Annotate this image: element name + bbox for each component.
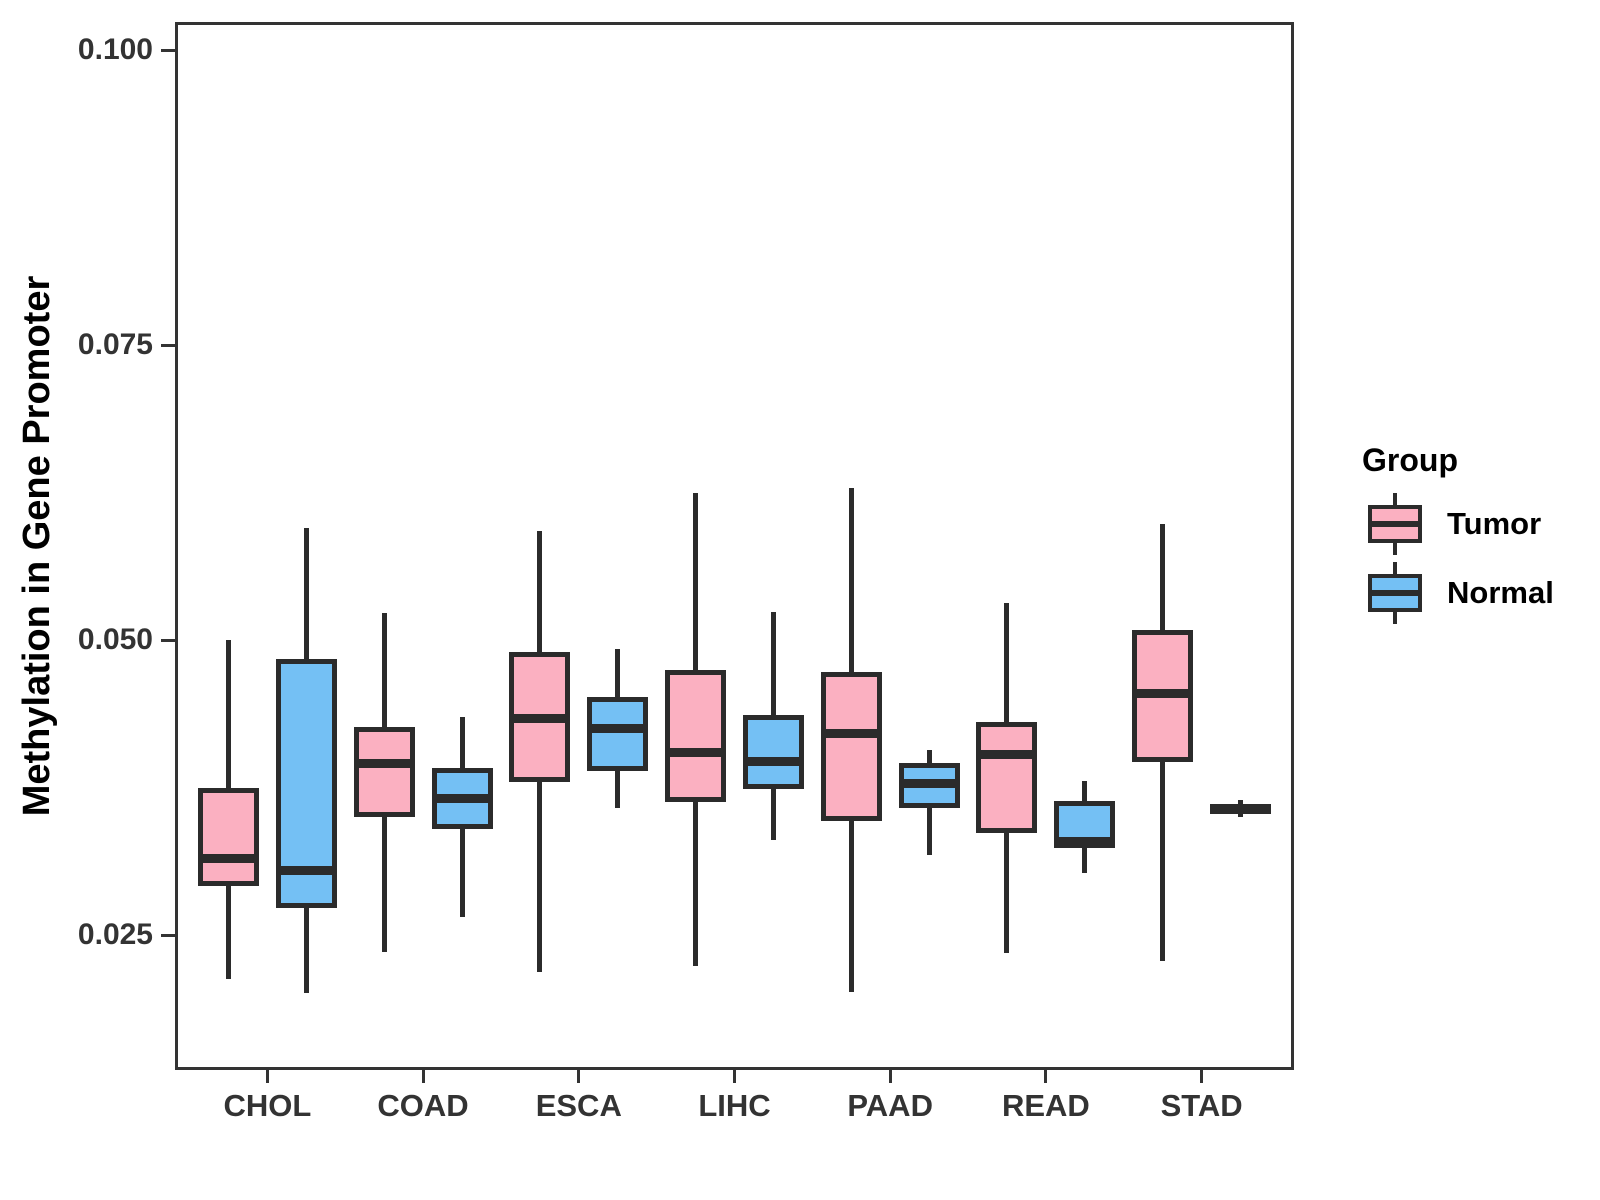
legend-key-whisker <box>1393 493 1397 507</box>
x-tick-mark <box>888 1070 892 1083</box>
median-esca-tumor <box>513 713 567 723</box>
y-tick-mark <box>161 638 175 642</box>
y-tick-label: 0.025 <box>77 918 153 952</box>
legend-key-whisker <box>1393 562 1397 576</box>
x-tick-mark <box>1044 1070 1048 1083</box>
legend-title: Group <box>1362 442 1458 478</box>
legend-entries: Tumor Normal <box>1362 493 1600 624</box>
median-lihc-normal <box>747 757 800 767</box>
legend-item-tumor: Tumor <box>1362 493 1600 555</box>
median-coad-normal <box>435 794 489 804</box>
x-tick-mark <box>1200 1070 1204 1083</box>
box-paad-tumor <box>820 672 882 821</box>
median-coad-tumor <box>357 758 411 768</box>
legend-key-whisker <box>1393 541 1397 555</box>
median-esca-normal <box>591 724 645 734</box>
x-tick-mark <box>733 1070 736 1083</box>
legend-key-median <box>1372 521 1418 527</box>
median-chol-normal <box>279 866 333 876</box>
x-tick-label-paad: PAAD <box>847 1088 933 1123</box>
box-chol-tumor <box>197 787 259 886</box>
y-tick-mark <box>161 933 175 937</box>
median-lihc-tumor <box>669 748 722 758</box>
x-tick-label-esca: ESCA <box>535 1088 622 1123</box>
box-lihc-tumor <box>665 669 726 803</box>
legend-key-whisker <box>1393 610 1397 624</box>
legend: Group Tumor Normal <box>1362 440 1600 640</box>
x-tick-mark <box>265 1070 269 1083</box>
y-tick-label: 0.100 <box>77 33 153 67</box>
y-tick-label: 0.050 <box>77 623 153 657</box>
median-read-tumor <box>980 750 1034 760</box>
x-tick-label-chol: CHOL <box>223 1088 312 1123</box>
median-paad-normal <box>902 778 956 788</box>
legend-item-normal: Normal <box>1362 562 1600 624</box>
y-tick-mark <box>161 343 175 347</box>
median-stad-tumor <box>1136 689 1190 699</box>
x-tick-label-coad: COAD <box>377 1088 469 1123</box>
x-tick-label-read: READ <box>1001 1088 1090 1123</box>
y-tick-label: 0.075 <box>77 328 153 362</box>
legend-key-median <box>1372 590 1418 596</box>
x-tick-mark <box>577 1070 581 1083</box>
median-read-normal <box>1058 836 1112 846</box>
median-paad-tumor <box>824 729 878 739</box>
plot-panel <box>175 22 1294 1070</box>
median-chol-tumor <box>201 854 255 864</box>
x-tick-label-stad: STAD <box>1160 1088 1243 1123</box>
box-read-tumor <box>976 721 1038 833</box>
legend-label-normal: Normal <box>1447 575 1554 610</box>
box-coad-tumor <box>353 726 415 818</box>
median-stad-normal <box>1214 803 1268 813</box>
box-lihc-normal <box>743 714 804 790</box>
box-esca-normal <box>587 697 649 772</box>
y-tick-mark <box>161 48 175 52</box>
x-tick-mark <box>421 1070 425 1083</box>
x-tick-label-lihc: LIHC <box>698 1088 771 1123</box>
legend-label-tumor: Tumor <box>1447 506 1542 541</box>
